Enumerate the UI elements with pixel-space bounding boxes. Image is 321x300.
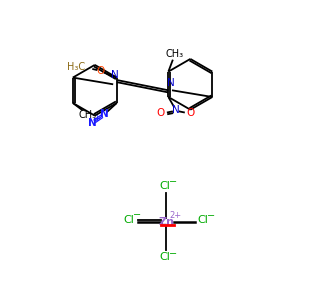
Text: CH₃: CH₃	[166, 49, 184, 59]
Text: O: O	[96, 66, 105, 76]
Text: 2+: 2+	[169, 211, 181, 220]
Text: N: N	[172, 105, 180, 116]
Text: CH₃: CH₃	[79, 110, 97, 120]
Text: −: −	[169, 177, 177, 187]
Text: −: −	[169, 249, 177, 259]
Text: O: O	[157, 108, 165, 118]
Text: O: O	[187, 108, 195, 118]
Text: −: −	[207, 211, 215, 221]
Text: N: N	[88, 118, 97, 128]
Text: N: N	[167, 78, 174, 88]
Text: +: +	[93, 114, 100, 123]
Text: Cl: Cl	[160, 253, 170, 262]
Text: N: N	[111, 70, 118, 80]
Text: H₃C: H₃C	[67, 62, 85, 72]
Text: Zn: Zn	[159, 217, 175, 227]
Text: Cl: Cl	[124, 215, 134, 225]
Text: Cl: Cl	[197, 215, 208, 225]
Text: −: −	[133, 210, 141, 220]
Text: Cl: Cl	[160, 181, 170, 191]
Text: N: N	[100, 109, 108, 119]
